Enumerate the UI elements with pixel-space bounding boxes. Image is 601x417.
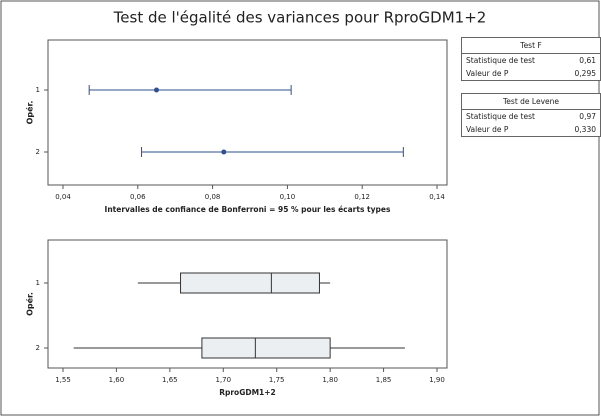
row-label: Statistique de test xyxy=(466,56,535,65)
x-tick-label: 1,60 xyxy=(109,376,125,384)
x-tick-label: 0,04 xyxy=(55,193,71,201)
row-value: 0,61 xyxy=(579,56,596,65)
x-tick-label: 1,75 xyxy=(269,376,285,384)
row-value: 0,295 xyxy=(574,69,596,78)
x-tick-label: 0,10 xyxy=(280,193,296,201)
y-tick-label: 1 xyxy=(36,279,40,287)
box xyxy=(201,337,331,359)
x-tick-label: 1,85 xyxy=(376,376,392,384)
x-tick-label: 1,70 xyxy=(215,376,231,384)
table-row: Statistique de test 0,61 xyxy=(462,54,600,67)
table-row: Statistique de test 0,97 xyxy=(462,110,600,123)
levene-table: Test de Levene Statistique de test 0,97 Val… xyxy=(461,93,601,137)
table-row: Valeur de P 0,295 xyxy=(462,67,600,80)
row-label: Valeur de P xyxy=(466,125,509,134)
table-header: Test de Levene xyxy=(462,94,600,110)
ci-estimate xyxy=(154,87,159,93)
y-tick-label: 2 xyxy=(36,148,40,156)
x-tick-label: 1,80 xyxy=(322,376,338,384)
ci-estimate xyxy=(221,149,227,155)
box xyxy=(180,272,320,294)
y-tick-label: 1 xyxy=(36,86,40,94)
row-label: Valeur de P xyxy=(466,69,509,78)
x-tick-label: 1,90 xyxy=(429,376,445,384)
x-axis-label: Intervalles de confiance de Bonferroni =… xyxy=(105,205,391,214)
row-label: Statistique de test xyxy=(466,112,535,121)
row-value: 0,97 xyxy=(579,112,596,121)
x-tick-label: 0,08 xyxy=(205,193,221,201)
y-tick-label: 2 xyxy=(36,344,40,352)
table-row: Valeur de P 0,330 xyxy=(462,123,600,136)
y-axis-label: Opér. xyxy=(25,292,35,316)
x-axis-label: RproGDM1+2 xyxy=(219,388,276,397)
y-axis-label: Opér. xyxy=(25,101,35,125)
x-tick-label: 1,55 xyxy=(55,376,71,384)
x-tick-label: 1,65 xyxy=(162,376,178,384)
plot-frame xyxy=(47,239,448,369)
x-tick-label: 0,06 xyxy=(130,193,146,201)
chart-title: Test de l'égalité des variances pour Rpr… xyxy=(113,9,487,27)
x-tick-label: 0,14 xyxy=(429,193,445,201)
row-value: 0,330 xyxy=(574,125,596,134)
x-tick-label: 0,12 xyxy=(354,193,370,201)
test-f-table: Test F Statistique de test 0,61 Valeur de P… xyxy=(461,37,601,81)
table-header: Test F xyxy=(462,38,600,54)
plot-frame xyxy=(47,39,448,186)
